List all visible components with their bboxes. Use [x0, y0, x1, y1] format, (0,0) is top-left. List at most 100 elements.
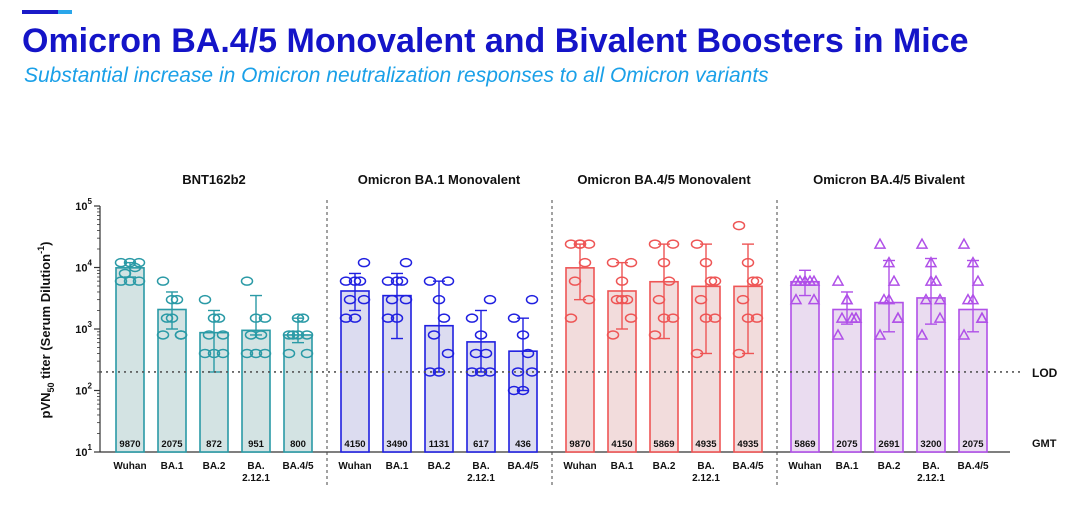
data-point	[216, 330, 230, 340]
x-category-label: BA.4/5	[282, 461, 314, 472]
data-point	[957, 237, 971, 249]
data-point	[244, 330, 258, 340]
data-point	[624, 257, 638, 268]
data-point	[469, 348, 483, 359]
data-point	[441, 348, 455, 359]
data-point	[568, 276, 582, 286]
data-point	[564, 313, 578, 323]
page-subtitle: Substantial increase in Omicron neutrali…	[24, 64, 769, 87]
data-point	[624, 313, 638, 323]
x-category-label: BA.4/5	[957, 461, 989, 472]
data-point	[699, 257, 713, 268]
data-point	[249, 348, 263, 359]
x-category-label: BA. 2.12.1	[692, 461, 720, 484]
data-point	[736, 294, 750, 305]
gmt-value: 5869	[653, 439, 674, 450]
data-point	[873, 328, 887, 340]
data-point	[732, 348, 746, 359]
group-title: Omicron BA.1 Monovalent	[358, 172, 521, 187]
data-point	[657, 313, 671, 323]
gmt-value: 4935	[737, 439, 759, 450]
x-category-label: BA.2	[878, 461, 901, 472]
data-point	[258, 313, 272, 323]
bar	[157, 308, 187, 453]
data-point	[339, 276, 353, 286]
data-point	[807, 293, 821, 305]
x-category-label: BA.1	[611, 461, 634, 472]
accent-bar	[22, 10, 72, 14]
y-tick-label: 103	[75, 320, 92, 336]
data-point	[132, 257, 146, 268]
gmt-value: 1131	[429, 439, 450, 450]
data-point	[582, 239, 596, 249]
data-point	[666, 313, 680, 323]
data-point	[516, 385, 530, 396]
gmt-value: 4935	[695, 439, 717, 450]
data-point	[746, 276, 760, 286]
y-tick-label: 102	[75, 382, 92, 398]
data-point	[165, 313, 179, 323]
x-category-label: BA. 2.12.1	[467, 461, 495, 484]
gmt-value: 5869	[794, 439, 815, 450]
data-point	[385, 294, 399, 305]
bar	[199, 331, 229, 453]
y-axis-label: pVN50 titer (Serum Dilution-1)	[36, 242, 56, 419]
data-point	[381, 313, 395, 323]
data-point	[732, 220, 746, 231]
data-point	[507, 313, 521, 323]
data-point	[399, 294, 413, 305]
data-point	[296, 313, 310, 323]
data-point	[652, 294, 666, 305]
bar	[283, 334, 313, 453]
data-point	[282, 348, 296, 359]
gmt-value: 2075	[962, 439, 984, 450]
data-point	[924, 256, 938, 268]
data-point	[483, 294, 497, 305]
data-point	[525, 294, 539, 305]
data-point	[207, 348, 221, 359]
gmt-value: 951	[248, 439, 265, 450]
data-point	[704, 276, 718, 286]
data-point	[207, 313, 221, 323]
x-category-label: BA.1	[836, 461, 859, 472]
data-point	[657, 257, 671, 268]
data-point	[291, 330, 305, 340]
data-point	[432, 367, 446, 377]
data-point	[348, 313, 362, 323]
data-point	[694, 294, 708, 305]
data-point	[240, 276, 254, 286]
x-category-label: BA.4/5	[732, 461, 764, 472]
x-category-label: BA. 2.12.1	[917, 461, 945, 484]
data-point	[610, 294, 624, 305]
data-point	[831, 328, 845, 340]
gmt-value: 872	[206, 439, 222, 450]
data-point	[441, 276, 455, 286]
data-point	[123, 276, 137, 286]
data-point	[708, 313, 722, 323]
x-category-label: BA.2	[428, 461, 451, 472]
lod-label: LOD	[1032, 366, 1058, 380]
data-point	[114, 276, 128, 286]
data-point	[975, 311, 989, 323]
group-title: Omicron BA.4/5 Monovalent	[577, 172, 751, 187]
data-point	[132, 276, 146, 286]
y-tick-label: 105	[75, 197, 92, 213]
data-point	[437, 313, 451, 323]
data-point	[882, 256, 896, 268]
data-point	[479, 348, 493, 359]
data-point	[254, 330, 268, 340]
data-point	[750, 313, 764, 323]
data-point	[521, 348, 535, 359]
data-point	[971, 274, 985, 286]
gmt-value: 3200	[920, 439, 941, 450]
data-point	[300, 348, 314, 359]
data-point	[198, 348, 212, 359]
data-point	[165, 294, 179, 305]
data-point	[578, 257, 592, 268]
data-point	[258, 348, 272, 359]
gmt-value: 2075	[161, 439, 183, 450]
data-point	[924, 274, 938, 286]
bar	[241, 329, 271, 453]
data-point	[339, 313, 353, 323]
page-title: Omicron BA.4/5 Monovalent and Bivalent B…	[22, 22, 969, 60]
